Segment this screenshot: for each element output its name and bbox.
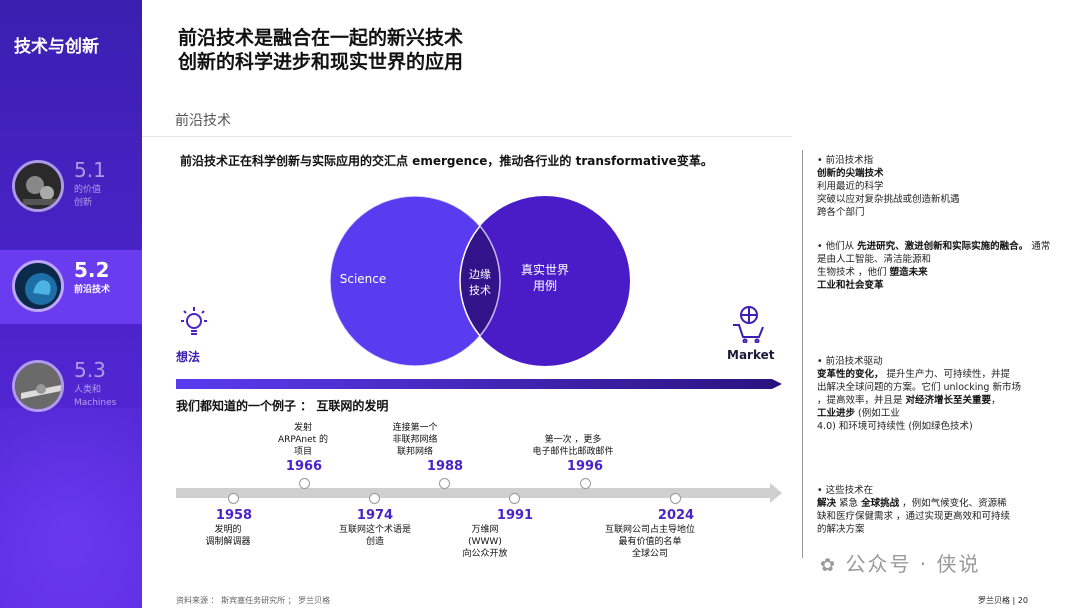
sidebar-item-5-1[interactable]: 5.1 的价值 创新 bbox=[0, 150, 142, 224]
timeline-event-1974: 互联网这个术语是 创造 bbox=[338, 525, 411, 547]
info-block-drivers: • 前沿技术驱动 变革性的变化， 提升生产力、可持续性，并提 出解决全球问题的方… bbox=[817, 356, 1021, 432]
timeline-event-1991: 万维网 (WWW) 向公众开放 bbox=[462, 525, 508, 559]
nav-number: 5.3 bbox=[74, 358, 106, 382]
timeline-bar bbox=[176, 488, 771, 498]
page-title: 前沿技术是融合在一起的新兴技术 创新的科学进步和现实世界的应用 bbox=[178, 27, 464, 73]
timeline-year: 2024 bbox=[657, 508, 695, 523]
timeline-year: 1974 bbox=[356, 508, 394, 523]
idea-label: 想法 bbox=[176, 350, 201, 364]
sidebar: 技术与创新 5.1 的价值 创新 5.2 前沿技术 5.3 人类和 Machines bbox=[0, 0, 142, 608]
venn-circles bbox=[329, 195, 630, 367]
idea-to-market-arrow bbox=[176, 375, 782, 394]
divider bbox=[142, 136, 792, 137]
intro-text: 前沿技术正在科学创新与实际应用的交汇点 emergence，推动各行业的 tra… bbox=[180, 154, 713, 168]
timeline-dot bbox=[509, 493, 520, 504]
timeline-year: 1988 bbox=[426, 459, 464, 474]
info-block-challenges: • 这些技术在 解决 紧急 全球挑战 ，例如气候变化、资源稀 缺和医疗保健需求 … bbox=[817, 485, 1011, 535]
column-divider bbox=[802, 150, 803, 558]
science-label: Science bbox=[339, 272, 387, 286]
timeline-event-1958: 发明的 调制解调器 bbox=[205, 525, 251, 547]
timeline-dot bbox=[670, 493, 681, 504]
nav-subtitle: 的价值 创新 bbox=[74, 185, 102, 208]
nav-subtitle: 前沿技术 bbox=[74, 285, 111, 295]
timeline-year: 1996 bbox=[566, 459, 604, 474]
info-block-convergence: • 他们从 先进研究、激进创新和实际实施的融合。 通常是由人工智能、清洁能源和 … bbox=[817, 241, 1051, 291]
sidebar-item-5-2[interactable]: 5.2 前沿技术 bbox=[0, 250, 142, 324]
timeline-year: 1966 bbox=[285, 459, 323, 474]
real-world-label: 真实世界 用例 bbox=[520, 263, 569, 293]
timeline-dot bbox=[228, 493, 239, 504]
market-label: Market bbox=[727, 348, 775, 362]
timeline-year: 1991 bbox=[496, 508, 534, 523]
info-block-definition: • 前沿技术指 创新的尖端技术 利用最近的科学 突破以应对复杂挑战或创造新机遇 … bbox=[817, 155, 960, 218]
sidebar-title: 技术与创新 bbox=[14, 37, 99, 57]
timeline-event-1988: 连接第一个 非联邦网络 联邦网络 bbox=[392, 423, 438, 457]
timeline-event-1966: 发射 ARPAnet 的项目 bbox=[277, 423, 329, 457]
market-cart-icon bbox=[729, 303, 769, 347]
timeline-dot bbox=[580, 478, 591, 489]
page-footer: 罗兰贝格 | 20 bbox=[978, 596, 1028, 605]
wechat-icon: ✿ bbox=[820, 555, 838, 576]
timeline-event-1996: 第一次 ，更多 电子邮件比邮政邮件 bbox=[532, 435, 614, 457]
timeline-dot bbox=[439, 478, 450, 489]
value-thumbnail-icon bbox=[12, 160, 64, 212]
nav-subtitle: 人类和 Machines bbox=[74, 385, 117, 408]
lightbulb-icon bbox=[174, 303, 214, 347]
section-label: 前沿技术 bbox=[175, 113, 231, 129]
timeline-dot bbox=[299, 478, 310, 489]
timeline-dot bbox=[369, 493, 380, 504]
nav-number: 5.2 bbox=[74, 258, 110, 282]
example-heading: 我们都知道的一个例子 ： 互联网的发明 bbox=[176, 399, 389, 413]
nav-number: 5.1 bbox=[74, 158, 106, 182]
sidebar-item-5-3[interactable]: 5.3 人类和 Machines bbox=[0, 350, 142, 424]
overlap-label: 边缘 技术 bbox=[469, 268, 491, 297]
timeline-event-2024: 互联网公司占主导地位 最有价值的名单 全球公司 bbox=[604, 525, 695, 559]
timeline-year: 1958 bbox=[215, 508, 253, 523]
watermark: ✿ 公众号 · 侠说 bbox=[820, 552, 981, 576]
timeline-arrow bbox=[770, 483, 782, 503]
source-note: 资料来源 ： 斯宾塞任务研究所 ； 罗兰贝格 bbox=[176, 596, 331, 605]
venn-diagram: Science 边缘 技术 真实世界 用例 bbox=[329, 195, 630, 367]
ai-head-thumbnail-icon bbox=[12, 260, 64, 312]
machines-thumbnail-icon bbox=[12, 360, 64, 412]
